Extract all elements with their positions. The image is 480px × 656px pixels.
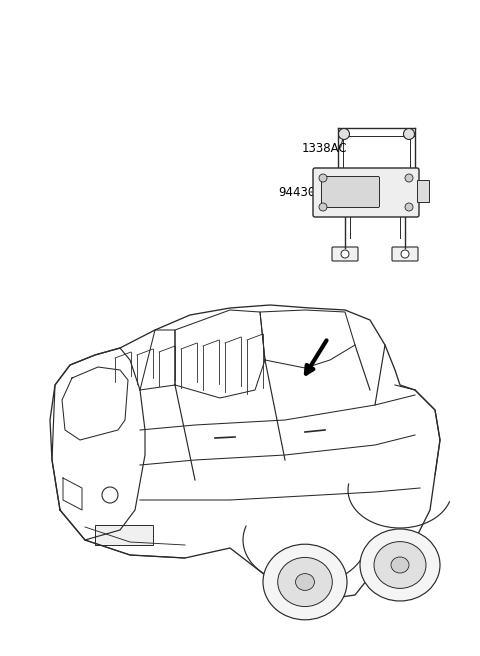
Circle shape (405, 174, 413, 182)
FancyBboxPatch shape (392, 247, 418, 261)
Text: 94430: 94430 (278, 186, 315, 199)
Circle shape (338, 129, 349, 140)
Ellipse shape (296, 573, 314, 590)
Circle shape (404, 129, 415, 140)
FancyBboxPatch shape (332, 247, 358, 261)
FancyBboxPatch shape (322, 176, 380, 207)
Circle shape (405, 203, 413, 211)
Bar (95, 525, 153, 545)
Circle shape (341, 250, 349, 258)
Circle shape (319, 174, 327, 182)
FancyBboxPatch shape (313, 168, 419, 217)
Circle shape (319, 203, 327, 211)
Ellipse shape (263, 544, 347, 620)
Text: 1338AC: 1338AC (302, 142, 348, 155)
Ellipse shape (278, 558, 332, 607)
Bar (417, 180, 429, 202)
Ellipse shape (391, 557, 409, 573)
Ellipse shape (374, 542, 426, 588)
Ellipse shape (360, 529, 440, 601)
Circle shape (401, 250, 409, 258)
